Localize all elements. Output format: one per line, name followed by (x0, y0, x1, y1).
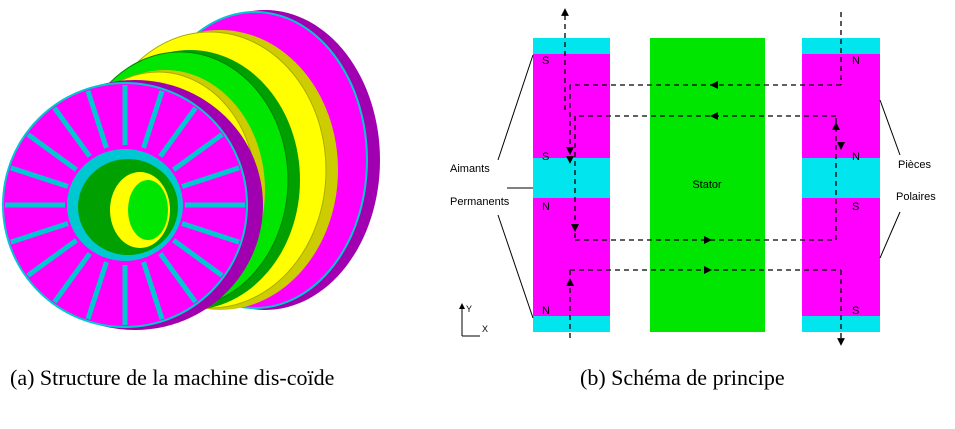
figure-a-caption: (a) Structure de la machine dis-coïde (10, 362, 395, 394)
disc-spoke (172, 132, 224, 172)
left-pole-4: N (542, 305, 550, 317)
disc-spoke (158, 252, 198, 304)
left-label-leader-bottom (497, 214, 534, 319)
front-rotor-disc (2, 80, 263, 330)
disc-spoke (141, 261, 165, 320)
figure-a-caption-prefix: (a) (10, 365, 35, 390)
right-label-line1: Pièces (898, 159, 932, 171)
right-pole-1: N (852, 55, 860, 67)
flux-arrowheads (566, 81, 845, 286)
disc-spoke (26, 132, 78, 172)
disc-spoke (181, 221, 240, 245)
figure-b-caption-prefix: (b) (580, 365, 606, 390)
right-label-leader-bottom (879, 211, 901, 259)
right-pole-2: N (852, 151, 860, 163)
left-rotor-column (533, 38, 610, 332)
right-pole-4: S (852, 305, 859, 317)
figure-b-panel: Stator S S N N N N S S (430, 0, 955, 429)
figure-b-caption-text: Schéma de principe (611, 365, 785, 390)
disc-spoke (141, 90, 165, 149)
discoid-machine-illustration (2, 10, 380, 330)
disc-spoke (181, 165, 240, 189)
figure-b-caption: (b) Schéma de principe (580, 362, 910, 394)
disc-spoke (85, 261, 109, 320)
right-rotor-column (802, 38, 880, 332)
axis-indicator: Y X (459, 303, 488, 337)
disc-spoke (158, 106, 198, 158)
figure-a-caption-text: Structure de la machine dis-coïde (39, 365, 335, 390)
left-label-line2: Permanents (450, 196, 510, 208)
figure-a-panel: (a) Structure de la machine dis-coïde (0, 0, 430, 429)
left-pole-1: S (542, 55, 549, 67)
disc-spoke (172, 238, 224, 278)
axis-x-label: X (482, 324, 488, 334)
stator-label: Stator (692, 179, 722, 191)
disc-spoke (26, 238, 78, 278)
right-pole-3: S (852, 201, 859, 213)
disc-spoke (52, 106, 92, 158)
right-label-line2: Polaires (896, 191, 936, 203)
principle-schematic: Stator S S N N N N S S (450, 8, 936, 346)
axis-y-label: Y (466, 304, 472, 314)
right-label-leader-top (879, 99, 901, 156)
left-pole-2: S (542, 151, 549, 163)
disc-spoke (10, 221, 69, 245)
disc-spoke (10, 165, 69, 189)
stator-block: Stator (650, 38, 765, 332)
left-label-line1: Aimants (450, 163, 490, 175)
left-label-leader-top (497, 54, 534, 161)
disc-spoke (52, 252, 92, 304)
left-pole-3: N (542, 201, 550, 213)
disc-spoke (85, 90, 109, 149)
